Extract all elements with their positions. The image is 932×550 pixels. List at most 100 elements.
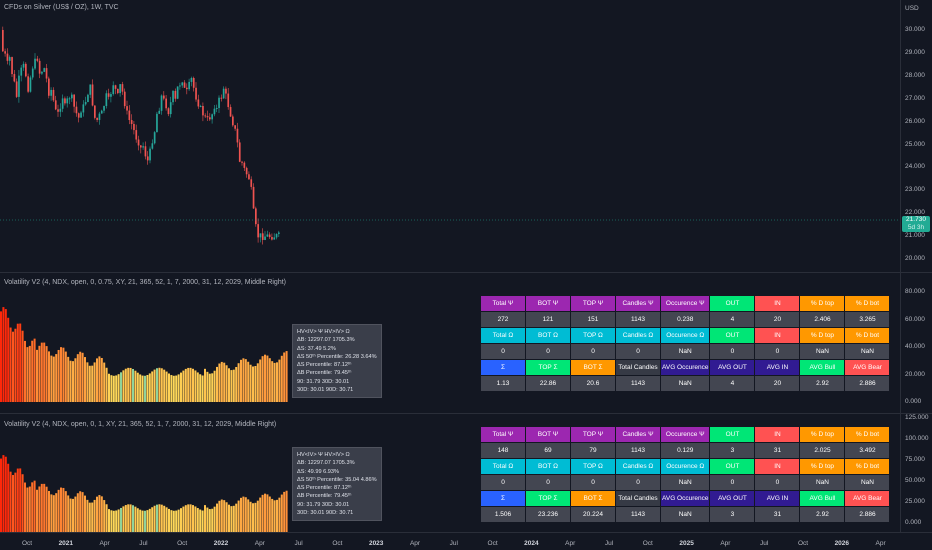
volatility-bar bbox=[177, 374, 180, 402]
candle-body bbox=[100, 110, 103, 114]
time-tick: Jul bbox=[449, 540, 458, 547]
candle-body bbox=[206, 116, 209, 118]
volatility-bar bbox=[256, 363, 259, 402]
volatility-bar bbox=[117, 509, 120, 532]
indicator-title-1[interactable]: Volatility V2 (4, NDX, open, 0, 0.75, XY… bbox=[4, 279, 286, 286]
candle-body bbox=[151, 143, 154, 149]
volatility-bar bbox=[201, 375, 204, 402]
volatility-bar bbox=[48, 490, 50, 532]
table-cell: 0 bbox=[616, 344, 660, 359]
vol2-ytick: 25.000 bbox=[905, 497, 925, 505]
volatility-bar bbox=[45, 486, 48, 532]
indicator-title-2[interactable]: Volatility V2 (4, NDX, open, 0, 1, XY, 2… bbox=[4, 421, 277, 428]
table-row: Total Ψ BOT Ψ TOP Ψ Candles Ψ Occurence Ψ OUT… bbox=[481, 296, 890, 311]
volatility-bar bbox=[165, 507, 168, 532]
candle-body bbox=[66, 98, 69, 104]
table-cell: NaN bbox=[661, 475, 710, 490]
table-cell: 0 bbox=[616, 475, 660, 490]
time-tick: Oct bbox=[332, 540, 343, 547]
volatility-bar bbox=[21, 474, 24, 532]
candle-body bbox=[220, 97, 223, 99]
volatility-bar bbox=[151, 371, 154, 402]
symbol-title[interactable]: CFDs on Silver (US$ / OZ), 1W, TVC bbox=[4, 4, 119, 11]
vol1-ytick: 0.000 bbox=[905, 398, 922, 405]
candle-body bbox=[153, 132, 156, 144]
volatility-bar bbox=[72, 498, 74, 532]
table-cell: 1143 bbox=[616, 312, 660, 327]
candle-body bbox=[146, 156, 149, 161]
volatility-bar bbox=[220, 499, 223, 532]
volatility-bar bbox=[108, 509, 110, 532]
table-cell: Σ bbox=[481, 491, 525, 506]
volatility-histogram-1 bbox=[0, 307, 288, 402]
volatility-bar bbox=[139, 509, 142, 532]
vol2-ytick: 100.000 bbox=[905, 434, 929, 442]
volatility-bar bbox=[225, 502, 228, 532]
info-line: 30D: 30.01 90D: 30.71 bbox=[297, 510, 354, 517]
vol1-ytick: 20.000 bbox=[905, 370, 925, 378]
table-cell: 0 bbox=[571, 475, 615, 490]
candle-body bbox=[259, 233, 262, 238]
volatility-bar bbox=[7, 463, 10, 532]
candle-body bbox=[52, 89, 55, 101]
table-cell: 23.236 bbox=[526, 507, 570, 522]
price-ytick: 26.000 bbox=[905, 117, 925, 125]
candle-body bbox=[209, 117, 211, 120]
volatility-bar bbox=[33, 338, 36, 402]
volatility-bar bbox=[170, 375, 173, 402]
table-cell: Total Candles bbox=[616, 360, 660, 375]
volatility-bar bbox=[189, 504, 192, 532]
volatility-bar bbox=[19, 323, 22, 402]
price-axis[interactable]: USD 30.000 29.000 28.000 27.000 26.000 25.000… bbox=[900, 0, 932, 532]
price-ytick: 20.000 bbox=[905, 255, 925, 262]
time-axis[interactable]: Oct 2021 Apr Jul Oct 2022 Apr Jul Oct 2023 Apr Jul O… bbox=[0, 532, 932, 550]
volatility-bar bbox=[211, 373, 214, 402]
candle-body bbox=[211, 114, 213, 120]
volatility-bar bbox=[110, 375, 113, 402]
volatility-bar bbox=[14, 328, 17, 402]
volatility-bar bbox=[228, 504, 230, 532]
volatility-bar bbox=[249, 364, 252, 402]
candle-body bbox=[96, 117, 98, 120]
table-cell: NaN bbox=[845, 475, 890, 490]
table-row: Total Ω BOT Ω TOP Ω Candles Ω Occurence Ω OUT… bbox=[481, 459, 890, 474]
candle-body bbox=[181, 82, 184, 86]
volatility-bar bbox=[218, 363, 221, 402]
table-cell: 272 bbox=[481, 312, 525, 327]
candle-body bbox=[20, 67, 23, 76]
info-line: ΔS 50ᵗʰ Percentile: 26.28 3.64% bbox=[297, 353, 377, 360]
time-tick: 2022 bbox=[213, 540, 229, 547]
volatility-bar bbox=[124, 368, 127, 402]
candle-body bbox=[119, 84, 121, 94]
price-ytick: 25.000 bbox=[905, 140, 925, 148]
volatility-bar bbox=[115, 375, 118, 402]
volatility-bar bbox=[204, 368, 206, 402]
table-cell: % D bot bbox=[845, 459, 890, 474]
table-row: 148 69 79 1143 0.129 3 31 2.025 3.492 bbox=[481, 443, 890, 458]
volatility-bar bbox=[175, 510, 178, 532]
price-candles[interactable] bbox=[0, 0, 900, 270]
table-cell: AVG OUT bbox=[710, 491, 755, 506]
volatility-bar bbox=[148, 508, 151, 532]
chart-area[interactable]: CFDs on Silver (US$ / OZ), 1W, TVC Volat… bbox=[0, 0, 932, 532]
table-cell: AVG IN bbox=[755, 360, 800, 375]
volatility-bar bbox=[134, 506, 137, 532]
table-cell: % D top bbox=[800, 459, 845, 474]
table-cell: 2.886 bbox=[845, 376, 890, 391]
volatility-bar bbox=[192, 368, 194, 402]
table-cell: IN bbox=[755, 296, 800, 311]
candle-body bbox=[174, 90, 177, 99]
candle-body bbox=[94, 105, 96, 118]
volatility-bar bbox=[266, 355, 269, 402]
table-row: 1.13 22.86 20.6 1143 NaN 4 20 2.92 2.886 bbox=[481, 376, 890, 391]
candle-body bbox=[275, 233, 278, 238]
volatility-bar bbox=[182, 370, 185, 402]
time-tick: Apr bbox=[254, 540, 265, 547]
info-line: 90: 31.79 30D: 30.01 bbox=[297, 378, 350, 385]
pane-separator[interactable] bbox=[0, 272, 932, 273]
volatility-bar bbox=[112, 510, 115, 532]
pane-separator[interactable] bbox=[0, 413, 932, 414]
table-cell: 0 bbox=[710, 475, 755, 490]
volatility-bar bbox=[122, 370, 125, 402]
candle-body bbox=[135, 130, 138, 140]
